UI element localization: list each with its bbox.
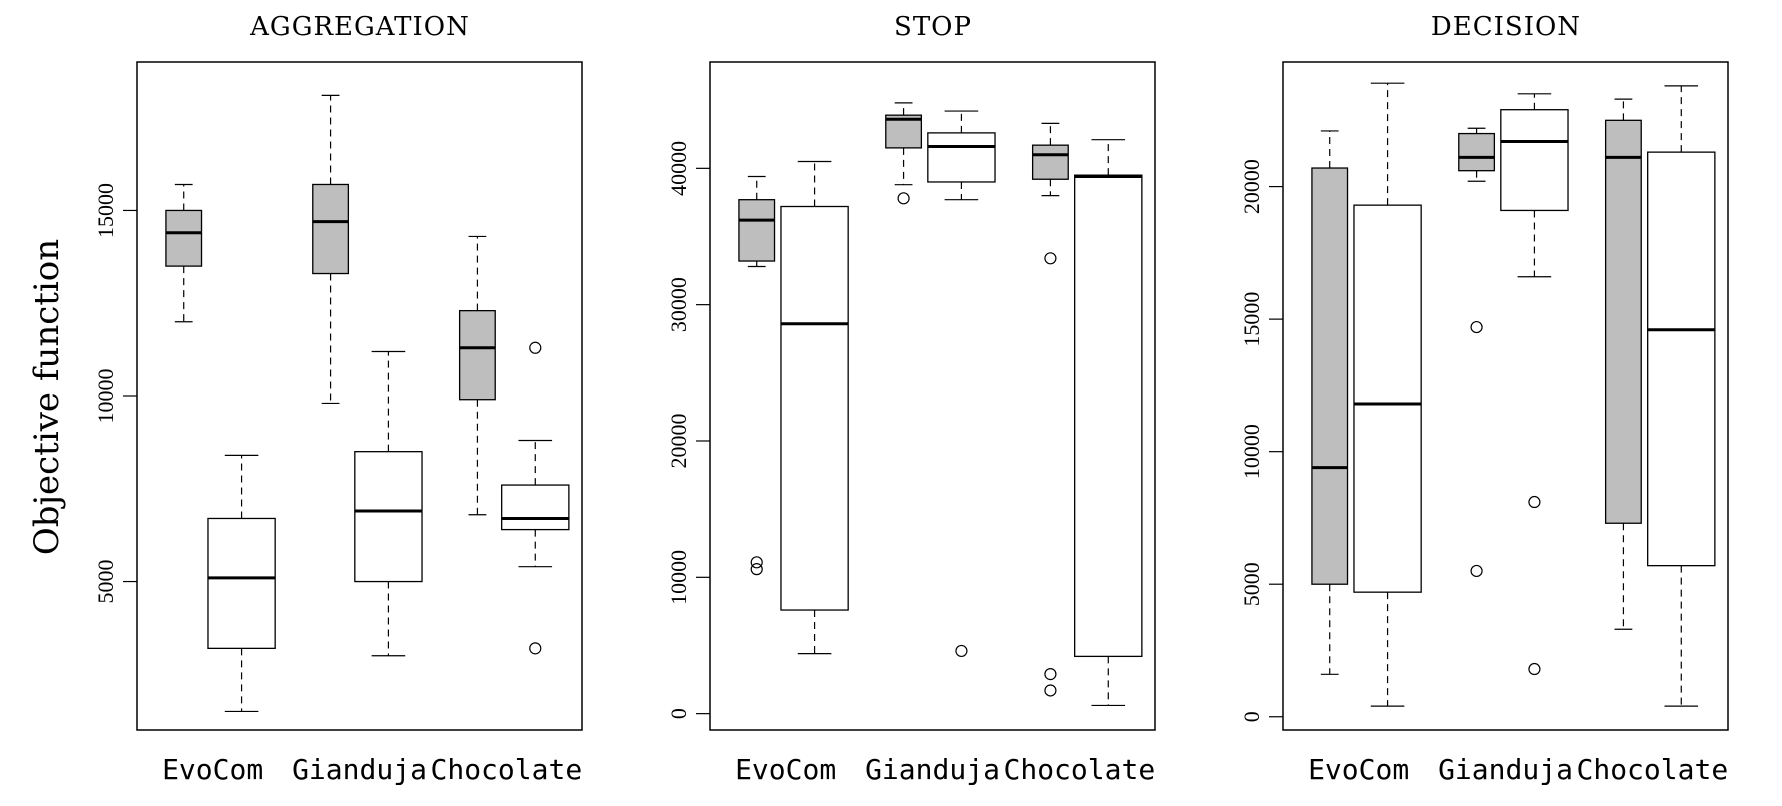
box-0: [1311, 130, 1349, 675]
box-2: [312, 94, 350, 405]
panel-stop: STOP 0 10000 20000 30000 40000 EvoCom Gianduja…: [666, 12, 1156, 786]
category-label: Chocolate: [1576, 753, 1728, 786]
iqr-box: [927, 132, 996, 183]
category-label: Chocolate: [1003, 753, 1155, 786]
iqr-box: [1353, 204, 1422, 593]
iqr-box: [780, 205, 849, 611]
iqr-box: [312, 183, 350, 275]
outlier-point: [1470, 320, 1483, 334]
outlier-point: [1528, 662, 1541, 676]
category-label: EvoCom: [1308, 753, 1409, 786]
outlier-point: [1044, 684, 1057, 697]
iqr-box: [1647, 151, 1716, 567]
panel-title: DECISION: [1431, 12, 1581, 42]
category-label: EvoCom: [162, 753, 263, 786]
iqr-box: [207, 517, 276, 650]
box-4: [1031, 122, 1069, 697]
box-3: [927, 110, 996, 658]
outlier-point: [750, 563, 763, 576]
box-0: [165, 183, 203, 323]
category-label: Gianduja: [1438, 753, 1573, 786]
panel-decision: DECISION 0 5000 10000 15000 20000 EvoCom Giand…: [1239, 12, 1729, 786]
panel-title: STOP: [894, 12, 972, 42]
box-1: [1353, 82, 1422, 707]
category-label: EvoCom: [735, 753, 836, 786]
outlier-point: [750, 556, 763, 569]
y-tick-label: 0: [666, 708, 691, 719]
y-tick-label: 15000: [93, 183, 118, 238]
box-4: [458, 235, 496, 516]
category-label: Gianduja: [865, 753, 1000, 786]
box-1: [780, 160, 849, 655]
box-2: [1458, 127, 1496, 578]
box-4: [1604, 98, 1642, 630]
y-tick-label: 20000: [666, 413, 691, 468]
iqr-box: [1311, 167, 1349, 585]
outlier-point: [897, 192, 910, 205]
panel-title: AGGREGATION: [249, 12, 470, 42]
box-0: [738, 175, 776, 576]
iqr-box: [165, 209, 203, 267]
box-3: [354, 350, 423, 657]
box-5: [1647, 85, 1716, 707]
y-tick-label: 30000: [666, 277, 691, 332]
iqr-box: [458, 309, 496, 401]
box-3: [1500, 93, 1569, 676]
y-tick-label: 5000: [1239, 562, 1264, 606]
plot-frame: [136, 61, 583, 731]
y-tick-label: 40000: [666, 141, 691, 196]
outlier-point: [955, 644, 968, 658]
outlier-point: [1044, 668, 1057, 681]
plot-frame: [1282, 61, 1729, 731]
box-5: [501, 341, 570, 655]
y-tick-label: 15000: [1239, 292, 1264, 347]
y-tick-label: 10000: [666, 550, 691, 605]
outlier-point: [1470, 564, 1483, 578]
outlier-point: [1044, 252, 1057, 265]
iqr-box: [1604, 119, 1642, 524]
outlier-point: [1528, 495, 1541, 509]
box-1: [207, 454, 276, 713]
iqr-box: [354, 451, 423, 583]
y-tick-label: 0: [1239, 711, 1264, 722]
iqr-box: [1500, 109, 1569, 212]
y-tick-label: 10000: [93, 369, 118, 424]
iqr-box: [738, 199, 776, 262]
outlier-point: [529, 341, 542, 354]
box-5: [1074, 139, 1143, 707]
y-axis-title: Objective function: [27, 239, 67, 555]
box-2: [885, 102, 923, 205]
iqr-box: [1458, 132, 1496, 172]
y-tick-label: 10000: [1239, 424, 1264, 479]
iqr-box: [501, 484, 570, 531]
iqr-box: [1031, 144, 1069, 180]
y-tick-label: 20000: [1239, 159, 1264, 214]
y-tick-label: 5000: [93, 560, 118, 604]
panel-aggregation: AGGREGATION Objective function 5000 10000…: [27, 12, 583, 786]
iqr-box: [1074, 174, 1143, 658]
category-label: Chocolate: [430, 753, 582, 786]
plot-frame: [709, 61, 1156, 731]
category-label: Gianduja: [292, 753, 427, 786]
outlier-point: [529, 642, 542, 655]
